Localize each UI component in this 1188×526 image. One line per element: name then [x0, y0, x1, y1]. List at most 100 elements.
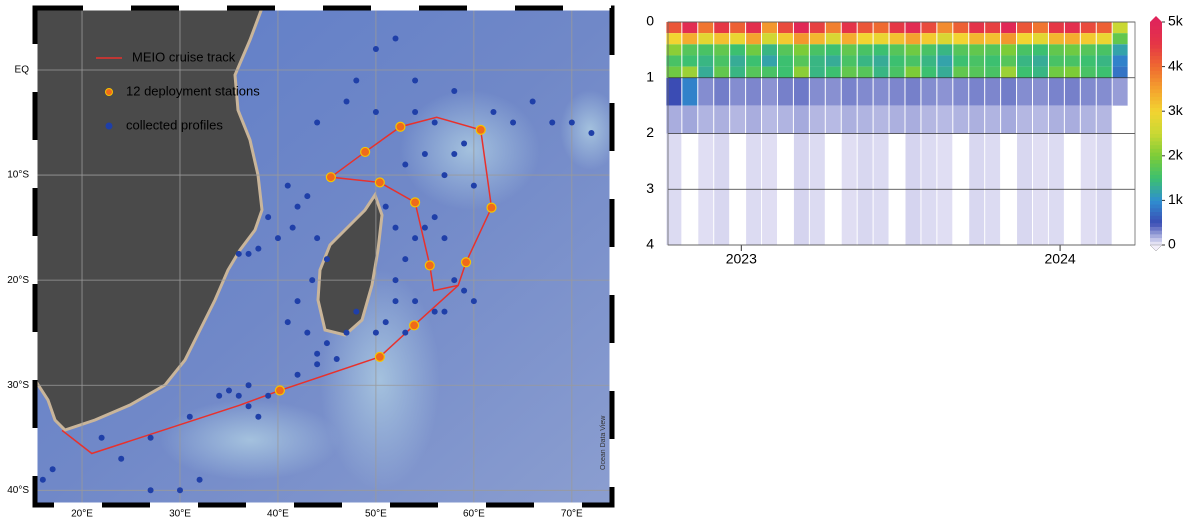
heat-cell	[1081, 44, 1096, 55]
colorbar-segment	[1150, 126, 1162, 130]
heat-cell	[905, 78, 920, 106]
colorbar-segment	[1150, 174, 1162, 178]
profile-point	[432, 309, 438, 315]
colorbar-segment	[1150, 96, 1162, 100]
heat-cell	[1081, 55, 1096, 66]
profile-point	[295, 298, 301, 304]
heat-cell	[842, 78, 857, 106]
heat-cell	[730, 44, 745, 55]
y-tick-label: 10°S	[7, 170, 29, 181]
heat-cell	[969, 22, 984, 33]
profile-point	[314, 351, 320, 357]
heat-cell	[874, 33, 889, 44]
heat-cell	[826, 33, 841, 44]
heat-cell	[921, 106, 936, 134]
heat-cell	[778, 106, 793, 134]
colorbar-segment	[1150, 130, 1162, 134]
profile-point	[334, 356, 340, 362]
colorbar-segment	[1150, 93, 1162, 97]
profile-point	[530, 99, 536, 105]
heat-cell	[905, 33, 920, 44]
heat-cell	[698, 55, 713, 66]
heat-cell	[1081, 106, 1096, 134]
profile-point	[451, 277, 457, 283]
colorbar-segment	[1150, 115, 1162, 119]
heat-cell	[1033, 106, 1048, 134]
colorbar-segment	[1150, 148, 1162, 152]
colorbar-segment	[1150, 22, 1162, 26]
profile-point	[265, 393, 271, 399]
profile-point	[148, 435, 154, 441]
heat-cell	[762, 22, 777, 33]
heat-cell	[937, 44, 952, 55]
heat-cell	[698, 33, 713, 44]
heat-cell	[746, 22, 761, 33]
heat-cell	[985, 55, 1000, 66]
heat-cell	[810, 78, 825, 106]
heat-cell	[1113, 22, 1128, 33]
profile-point	[177, 487, 183, 493]
heat-cell	[1049, 44, 1064, 55]
heat-cell	[1001, 44, 1016, 55]
profile-point	[461, 288, 467, 294]
heat-cell	[1017, 22, 1032, 33]
profile-point	[344, 99, 350, 105]
colorbar-segment	[1150, 141, 1162, 145]
profile-point	[373, 46, 379, 52]
colorbar-segment	[1150, 145, 1162, 149]
heat-cell	[1097, 106, 1112, 134]
heat-cell	[762, 44, 777, 55]
station	[425, 261, 434, 270]
colorbar-segment	[1150, 197, 1162, 201]
colorbar-segment	[1150, 48, 1162, 52]
heat-cell	[953, 78, 968, 106]
heat-cell	[698, 22, 713, 33]
heat-cell	[1081, 78, 1096, 106]
profile-point	[304, 330, 310, 336]
heat-cell	[1065, 55, 1080, 66]
heat-cell	[1113, 55, 1128, 66]
heat-cell	[698, 106, 713, 134]
shallow-area	[400, 90, 540, 210]
heat-cell	[730, 22, 745, 33]
x-tick-label: 50°E	[365, 509, 387, 520]
heat-cell	[969, 106, 984, 134]
heat-cell	[953, 55, 968, 66]
profile-point	[461, 141, 467, 147]
profile-point	[451, 88, 457, 94]
heat-cell	[1017, 33, 1032, 44]
colorbar-segment	[1150, 111, 1162, 115]
profile-point	[324, 340, 330, 346]
heat-cell	[969, 55, 984, 66]
colorbar-segment	[1150, 178, 1162, 182]
heat-cell	[953, 106, 968, 134]
profile-point	[412, 235, 418, 241]
profile-point	[393, 225, 399, 231]
legend-label: MEIO cruise track	[132, 49, 236, 64]
heat-cell	[937, 33, 952, 44]
profile-point	[197, 477, 203, 483]
heat-cell	[730, 78, 745, 106]
heat-cell	[826, 22, 841, 33]
heat-cell	[1033, 78, 1048, 106]
profile-point	[246, 403, 252, 409]
colorbar-segment	[1150, 122, 1162, 126]
colorbar-cap	[1150, 16, 1162, 22]
colorbar-segment	[1150, 212, 1162, 216]
station	[275, 386, 284, 395]
heat-cell	[890, 67, 905, 78]
profile-point	[226, 387, 232, 393]
y-tick-label: EQ	[15, 65, 30, 76]
profile-point	[383, 204, 389, 210]
colorbar-segment	[1150, 100, 1162, 104]
heat-cell	[746, 106, 761, 134]
heat-cell	[666, 22, 681, 33]
heat-cell	[890, 22, 905, 33]
heat-cell	[874, 55, 889, 66]
heat-cell	[1065, 44, 1080, 55]
heat-cell	[1049, 33, 1064, 44]
profile-point	[393, 298, 399, 304]
heat-cell	[746, 33, 761, 44]
colorbar-segment	[1150, 44, 1162, 48]
profile-point	[441, 309, 447, 315]
